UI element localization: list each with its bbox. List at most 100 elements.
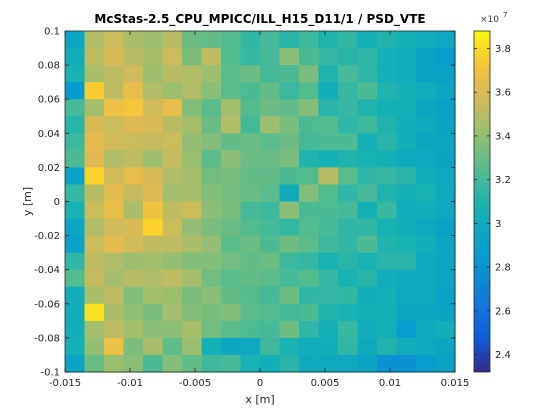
heatmap-cell (123, 218, 144, 237)
heatmap-cell (201, 167, 222, 186)
heatmap-cell (338, 65, 359, 83)
heatmap-cell (416, 269, 437, 288)
heatmap-cell (279, 150, 300, 168)
heatmap-cell (299, 150, 320, 168)
heatmap-cell (221, 252, 242, 271)
heatmap-cell (260, 65, 281, 83)
heatmap-cells (65, 31, 456, 373)
heatmap-cell (435, 252, 456, 271)
heatmap-cell (318, 252, 339, 271)
heatmap-cell (279, 320, 300, 339)
heatmap-cell (396, 31, 417, 49)
heatmap-cell (396, 184, 417, 203)
heatmap-cell (65, 133, 86, 151)
heatmap-cell (104, 65, 125, 83)
heatmap-cell (377, 167, 398, 186)
colorbar-bar (473, 30, 491, 373)
heatmap-cell (240, 133, 261, 151)
heatmap-cell (377, 184, 398, 203)
heatmap-cell (221, 286, 242, 305)
heatmap-cell (377, 252, 398, 271)
heatmap-cell (338, 235, 359, 254)
heatmap-cell (201, 235, 222, 254)
colorbar-tick-label: 2.6 (495, 306, 511, 317)
colorbar-tick-label: 2.8 (495, 263, 511, 274)
y-tick-label: 0.08 (38, 61, 60, 72)
heatmap-cell (435, 82, 456, 100)
heatmap-cell (318, 31, 339, 49)
heatmap-cell (377, 31, 398, 49)
heatmap-cell (377, 48, 398, 66)
heatmap-cell (318, 303, 339, 322)
colorbar: 2.4 2.6 2.8 3 3.2 3.4 3.6 3.8 ×10 7 (473, 11, 511, 373)
heatmap-cell (318, 133, 339, 151)
colorbar-tick-label: 2.4 (495, 350, 511, 361)
heatmap-cell (318, 269, 339, 288)
heatmap-cell (357, 184, 378, 203)
x-tick-label: -0.015 (49, 378, 81, 389)
heatmap-cell (123, 235, 144, 254)
heatmap-cell (221, 31, 242, 49)
heatmap-cell (299, 82, 320, 100)
heatmap-cell (240, 82, 261, 100)
heatmap-cell (396, 286, 417, 305)
heatmap-cell (377, 82, 398, 100)
heatmap-cell (416, 65, 437, 83)
heatmap-cell (84, 31, 105, 49)
heatmap-cell (182, 218, 203, 237)
heatmap-cell (435, 150, 456, 168)
heatmap-cell (104, 133, 125, 151)
y-tick-label: -0.06 (34, 299, 60, 310)
heatmap-cell (162, 286, 183, 305)
heatmap-cell (318, 337, 339, 356)
heatmap-cell (162, 354, 183, 373)
heatmap-cell (338, 116, 359, 134)
heatmap-cell (123, 354, 144, 373)
heatmap-cell (123, 65, 144, 83)
heatmap-cell (104, 82, 125, 100)
heatmap-cell (221, 303, 242, 322)
heatmap-cell (123, 150, 144, 168)
heatmap-cell (104, 269, 125, 288)
heatmap-cell (221, 218, 242, 237)
heatmap-cell (416, 184, 437, 203)
heatmap-cell (416, 337, 437, 356)
heatmap-cell (338, 48, 359, 66)
heatmap-cell (104, 337, 125, 356)
heatmap-cell (299, 235, 320, 254)
heatmap-cell (201, 303, 222, 322)
x-tick-label: 0.005 (311, 378, 340, 389)
heatmap-cell (162, 99, 183, 117)
heatmap-cell (435, 201, 456, 220)
heatmap-cell (299, 48, 320, 66)
heatmap-cell (65, 303, 86, 322)
heatmap-cell (84, 303, 105, 322)
heatmap-cell (84, 133, 105, 151)
colorbar-tick-label: 3 (495, 219, 501, 230)
heatmap-cell (279, 286, 300, 305)
heatmap-cell (221, 150, 242, 168)
heatmap-cell (162, 320, 183, 339)
heatmap-cell (299, 116, 320, 134)
heatmap-cell (357, 303, 378, 322)
heatmap-cell (260, 354, 281, 373)
heatmap-cell (260, 201, 281, 220)
heatmap-cell (182, 82, 203, 100)
heatmap-cell (338, 218, 359, 237)
heatmap-cell (143, 167, 164, 186)
heatmap-cell (240, 354, 261, 373)
heatmap-cell (162, 167, 183, 186)
heatmap-cell (435, 337, 456, 356)
heatmap-cell (396, 65, 417, 83)
heatmap-cell (416, 354, 437, 373)
heatmap-cell (377, 303, 398, 322)
heatmap-cell (65, 218, 86, 237)
heatmap-cell (221, 65, 242, 83)
heatmap-cell (143, 286, 164, 305)
heatmap-cell (201, 116, 222, 134)
heatmap-cell (338, 286, 359, 305)
heatmap-cell (435, 286, 456, 305)
heatmap-cell (299, 252, 320, 271)
heatmap-cell (357, 252, 378, 271)
heatmap-cell (260, 320, 281, 339)
